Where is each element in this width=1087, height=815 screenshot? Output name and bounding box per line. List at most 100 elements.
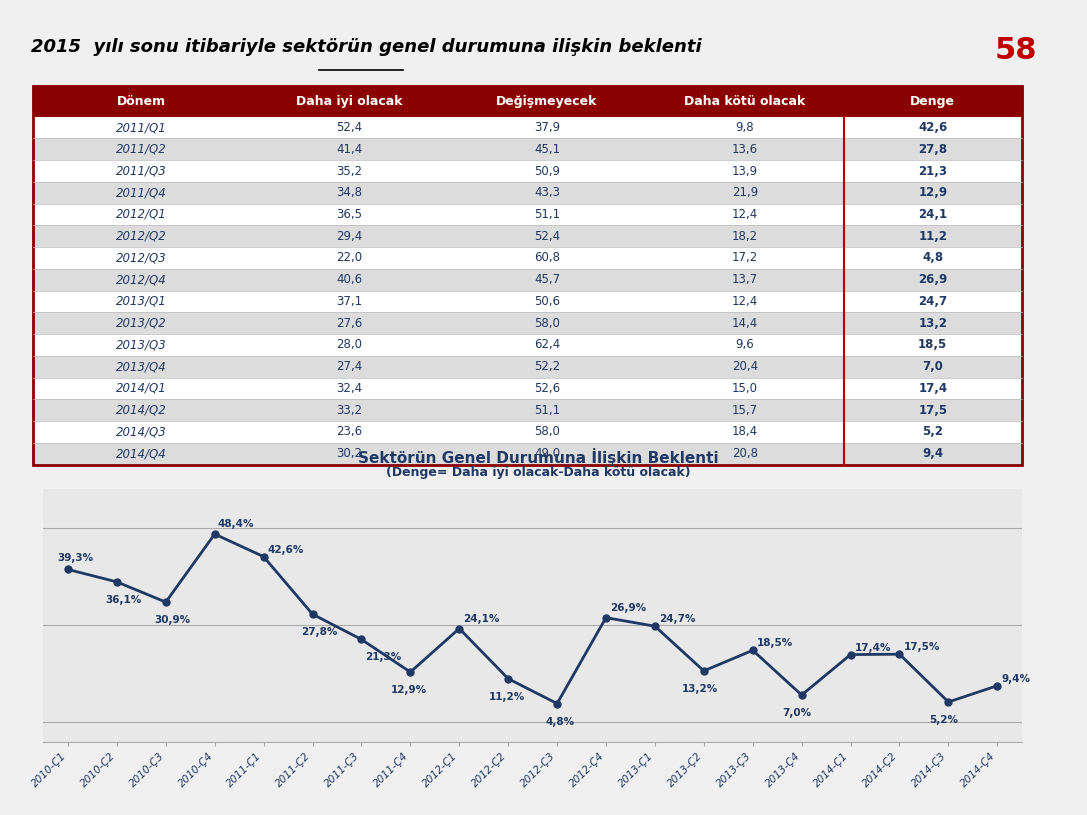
- Text: 35,2: 35,2: [336, 165, 362, 178]
- Text: (Denge= Daha iyi olacak-Daha kötü olacak): (Denge= Daha iyi olacak-Daha kötü olacak…: [386, 466, 690, 479]
- Text: 21,3%: 21,3%: [365, 653, 402, 663]
- Text: 18,2: 18,2: [732, 230, 758, 243]
- Text: 24,1: 24,1: [919, 208, 947, 221]
- Text: 2012/Q1: 2012/Q1: [116, 208, 166, 221]
- Bar: [448, 86, 646, 117]
- Text: 9,4: 9,4: [922, 447, 944, 460]
- Text: 33,2: 33,2: [336, 403, 362, 416]
- Text: 42,6%: 42,6%: [267, 544, 304, 555]
- Text: 39,3%: 39,3%: [57, 553, 93, 563]
- Text: 52,2: 52,2: [534, 360, 560, 373]
- Text: 58,0: 58,0: [534, 317, 560, 330]
- Text: 49,0: 49,0: [534, 447, 560, 460]
- Text: 9,8: 9,8: [736, 121, 754, 134]
- Text: 2012/Q2: 2012/Q2: [116, 230, 166, 243]
- Text: 18,5: 18,5: [919, 338, 948, 351]
- Text: 12,4: 12,4: [732, 208, 758, 221]
- Bar: [33, 86, 250, 117]
- Bar: [33, 312, 1022, 334]
- Text: 28,0: 28,0: [336, 338, 362, 351]
- Text: 2013/Q3: 2013/Q3: [116, 338, 166, 351]
- Text: 17,5%: 17,5%: [903, 642, 940, 652]
- Text: 27,6: 27,6: [336, 317, 362, 330]
- Text: 48,4%: 48,4%: [217, 519, 254, 530]
- Text: Denge: Denge: [910, 95, 955, 108]
- Text: 2011/Q2: 2011/Q2: [116, 143, 166, 156]
- Text: 7,0%: 7,0%: [783, 708, 811, 718]
- Text: 2013/Q2: 2013/Q2: [116, 317, 166, 330]
- Bar: [33, 160, 1022, 182]
- Text: 2014/Q3: 2014/Q3: [116, 425, 166, 438]
- Bar: [33, 291, 1022, 312]
- Text: 12,4: 12,4: [732, 295, 758, 308]
- Text: 50,6: 50,6: [534, 295, 560, 308]
- Bar: [33, 204, 1022, 226]
- Text: 2014/Q1: 2014/Q1: [116, 382, 166, 395]
- Text: 14,4: 14,4: [732, 317, 758, 330]
- Text: 27,4: 27,4: [336, 360, 362, 373]
- Text: 26,9%: 26,9%: [610, 603, 647, 613]
- Bar: [250, 86, 448, 117]
- Text: Değişmeyecek: Değişmeyecek: [497, 95, 598, 108]
- Text: 36,5: 36,5: [336, 208, 362, 221]
- Bar: [33, 421, 1022, 443]
- Text: 11,2: 11,2: [919, 230, 947, 243]
- Text: 30,2: 30,2: [336, 447, 362, 460]
- Text: 24,1%: 24,1%: [463, 614, 500, 623]
- Text: 32,4: 32,4: [336, 382, 362, 395]
- Text: 18,5%: 18,5%: [757, 638, 794, 649]
- Text: 30,9%: 30,9%: [154, 615, 191, 625]
- Text: 9,6: 9,6: [736, 338, 754, 351]
- Text: 36,1%: 36,1%: [105, 595, 142, 605]
- Bar: [33, 334, 1022, 356]
- Text: 15,0: 15,0: [732, 382, 758, 395]
- Text: 58,0: 58,0: [534, 425, 560, 438]
- Text: 52,4: 52,4: [534, 230, 560, 243]
- Text: 18,4: 18,4: [732, 425, 758, 438]
- Text: 27,8%: 27,8%: [301, 628, 338, 637]
- Text: 22,0: 22,0: [336, 252, 362, 265]
- Text: 29,4: 29,4: [336, 230, 362, 243]
- Bar: [33, 377, 1022, 399]
- Text: 9,4%: 9,4%: [1001, 674, 1030, 684]
- Bar: [33, 443, 1022, 465]
- Text: 2014/Q4: 2014/Q4: [116, 447, 166, 460]
- Text: 20,8: 20,8: [732, 447, 758, 460]
- Bar: [33, 182, 1022, 204]
- Text: 2012/Q3: 2012/Q3: [116, 252, 166, 265]
- Text: 21,9: 21,9: [732, 187, 758, 199]
- Text: 2015  yılı sonu itibariyle sektörün genel durumuna ilişkin beklenti: 2015 yılı sonu itibariyle sektörün genel…: [32, 37, 702, 56]
- Text: 51,1: 51,1: [534, 208, 560, 221]
- Text: 24,7: 24,7: [919, 295, 947, 308]
- Bar: [33, 399, 1022, 421]
- Text: 13,7: 13,7: [732, 273, 758, 286]
- Text: 2013/Q4: 2013/Q4: [116, 360, 166, 373]
- Text: 2011/Q3: 2011/Q3: [116, 165, 166, 178]
- Text: Sektörün Genel Durumuna İlişkin Beklenti: Sektörün Genel Durumuna İlişkin Beklenti: [358, 448, 719, 466]
- Text: 13,2%: 13,2%: [682, 684, 717, 694]
- Text: 17,4: 17,4: [919, 382, 947, 395]
- Text: 2013/Q1: 2013/Q1: [116, 295, 166, 308]
- Text: 60,8: 60,8: [534, 252, 560, 265]
- Text: 26,9: 26,9: [919, 273, 948, 286]
- Bar: [33, 139, 1022, 160]
- Bar: [33, 247, 1022, 269]
- Text: 13,2: 13,2: [919, 317, 947, 330]
- Bar: [33, 356, 1022, 377]
- Text: 11,2%: 11,2%: [489, 692, 525, 702]
- Text: 27,8: 27,8: [919, 143, 947, 156]
- Text: 52,4: 52,4: [336, 121, 362, 134]
- Text: 45,7: 45,7: [534, 273, 560, 286]
- Text: 34,8: 34,8: [336, 187, 362, 199]
- Text: 58: 58: [995, 37, 1038, 65]
- Text: 21,3: 21,3: [919, 165, 947, 178]
- Text: 20,4: 20,4: [732, 360, 758, 373]
- Text: 37,9: 37,9: [534, 121, 560, 134]
- Text: 23,6: 23,6: [336, 425, 362, 438]
- Bar: [844, 86, 1022, 117]
- Text: 41,4: 41,4: [336, 143, 362, 156]
- Text: 51,1: 51,1: [534, 403, 560, 416]
- Text: 45,1: 45,1: [534, 143, 560, 156]
- Text: 4,8: 4,8: [922, 252, 944, 265]
- Text: 2011/Q4: 2011/Q4: [116, 187, 166, 199]
